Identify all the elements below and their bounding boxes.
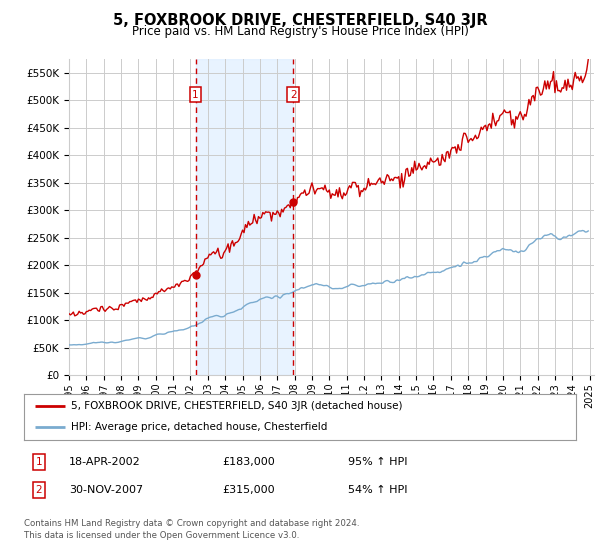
- Text: Contains HM Land Registry data © Crown copyright and database right 2024.: Contains HM Land Registry data © Crown c…: [24, 519, 359, 528]
- Text: 2: 2: [35, 485, 43, 495]
- Text: HPI: Average price, detached house, Chesterfield: HPI: Average price, detached house, Ches…: [71, 422, 327, 432]
- Text: 54% ↑ HPI: 54% ↑ HPI: [348, 485, 407, 495]
- Text: This data is licensed under the Open Government Licence v3.0.: This data is licensed under the Open Gov…: [24, 531, 299, 540]
- Text: 18-APR-2002: 18-APR-2002: [69, 457, 141, 467]
- Text: Price paid vs. HM Land Registry's House Price Index (HPI): Price paid vs. HM Land Registry's House …: [131, 25, 469, 38]
- Text: 30-NOV-2007: 30-NOV-2007: [69, 485, 143, 495]
- Text: 1: 1: [192, 90, 199, 100]
- Text: 1: 1: [35, 457, 43, 467]
- Text: £183,000: £183,000: [222, 457, 275, 467]
- Text: 5, FOXBROOK DRIVE, CHESTERFIELD, S40 3JR: 5, FOXBROOK DRIVE, CHESTERFIELD, S40 3JR: [113, 13, 487, 28]
- Text: 95% ↑ HPI: 95% ↑ HPI: [348, 457, 407, 467]
- Text: 5, FOXBROOK DRIVE, CHESTERFIELD, S40 3JR (detached house): 5, FOXBROOK DRIVE, CHESTERFIELD, S40 3JR…: [71, 401, 403, 411]
- Bar: [196, 59, 293, 375]
- Text: 2: 2: [290, 90, 296, 100]
- Text: £315,000: £315,000: [222, 485, 275, 495]
